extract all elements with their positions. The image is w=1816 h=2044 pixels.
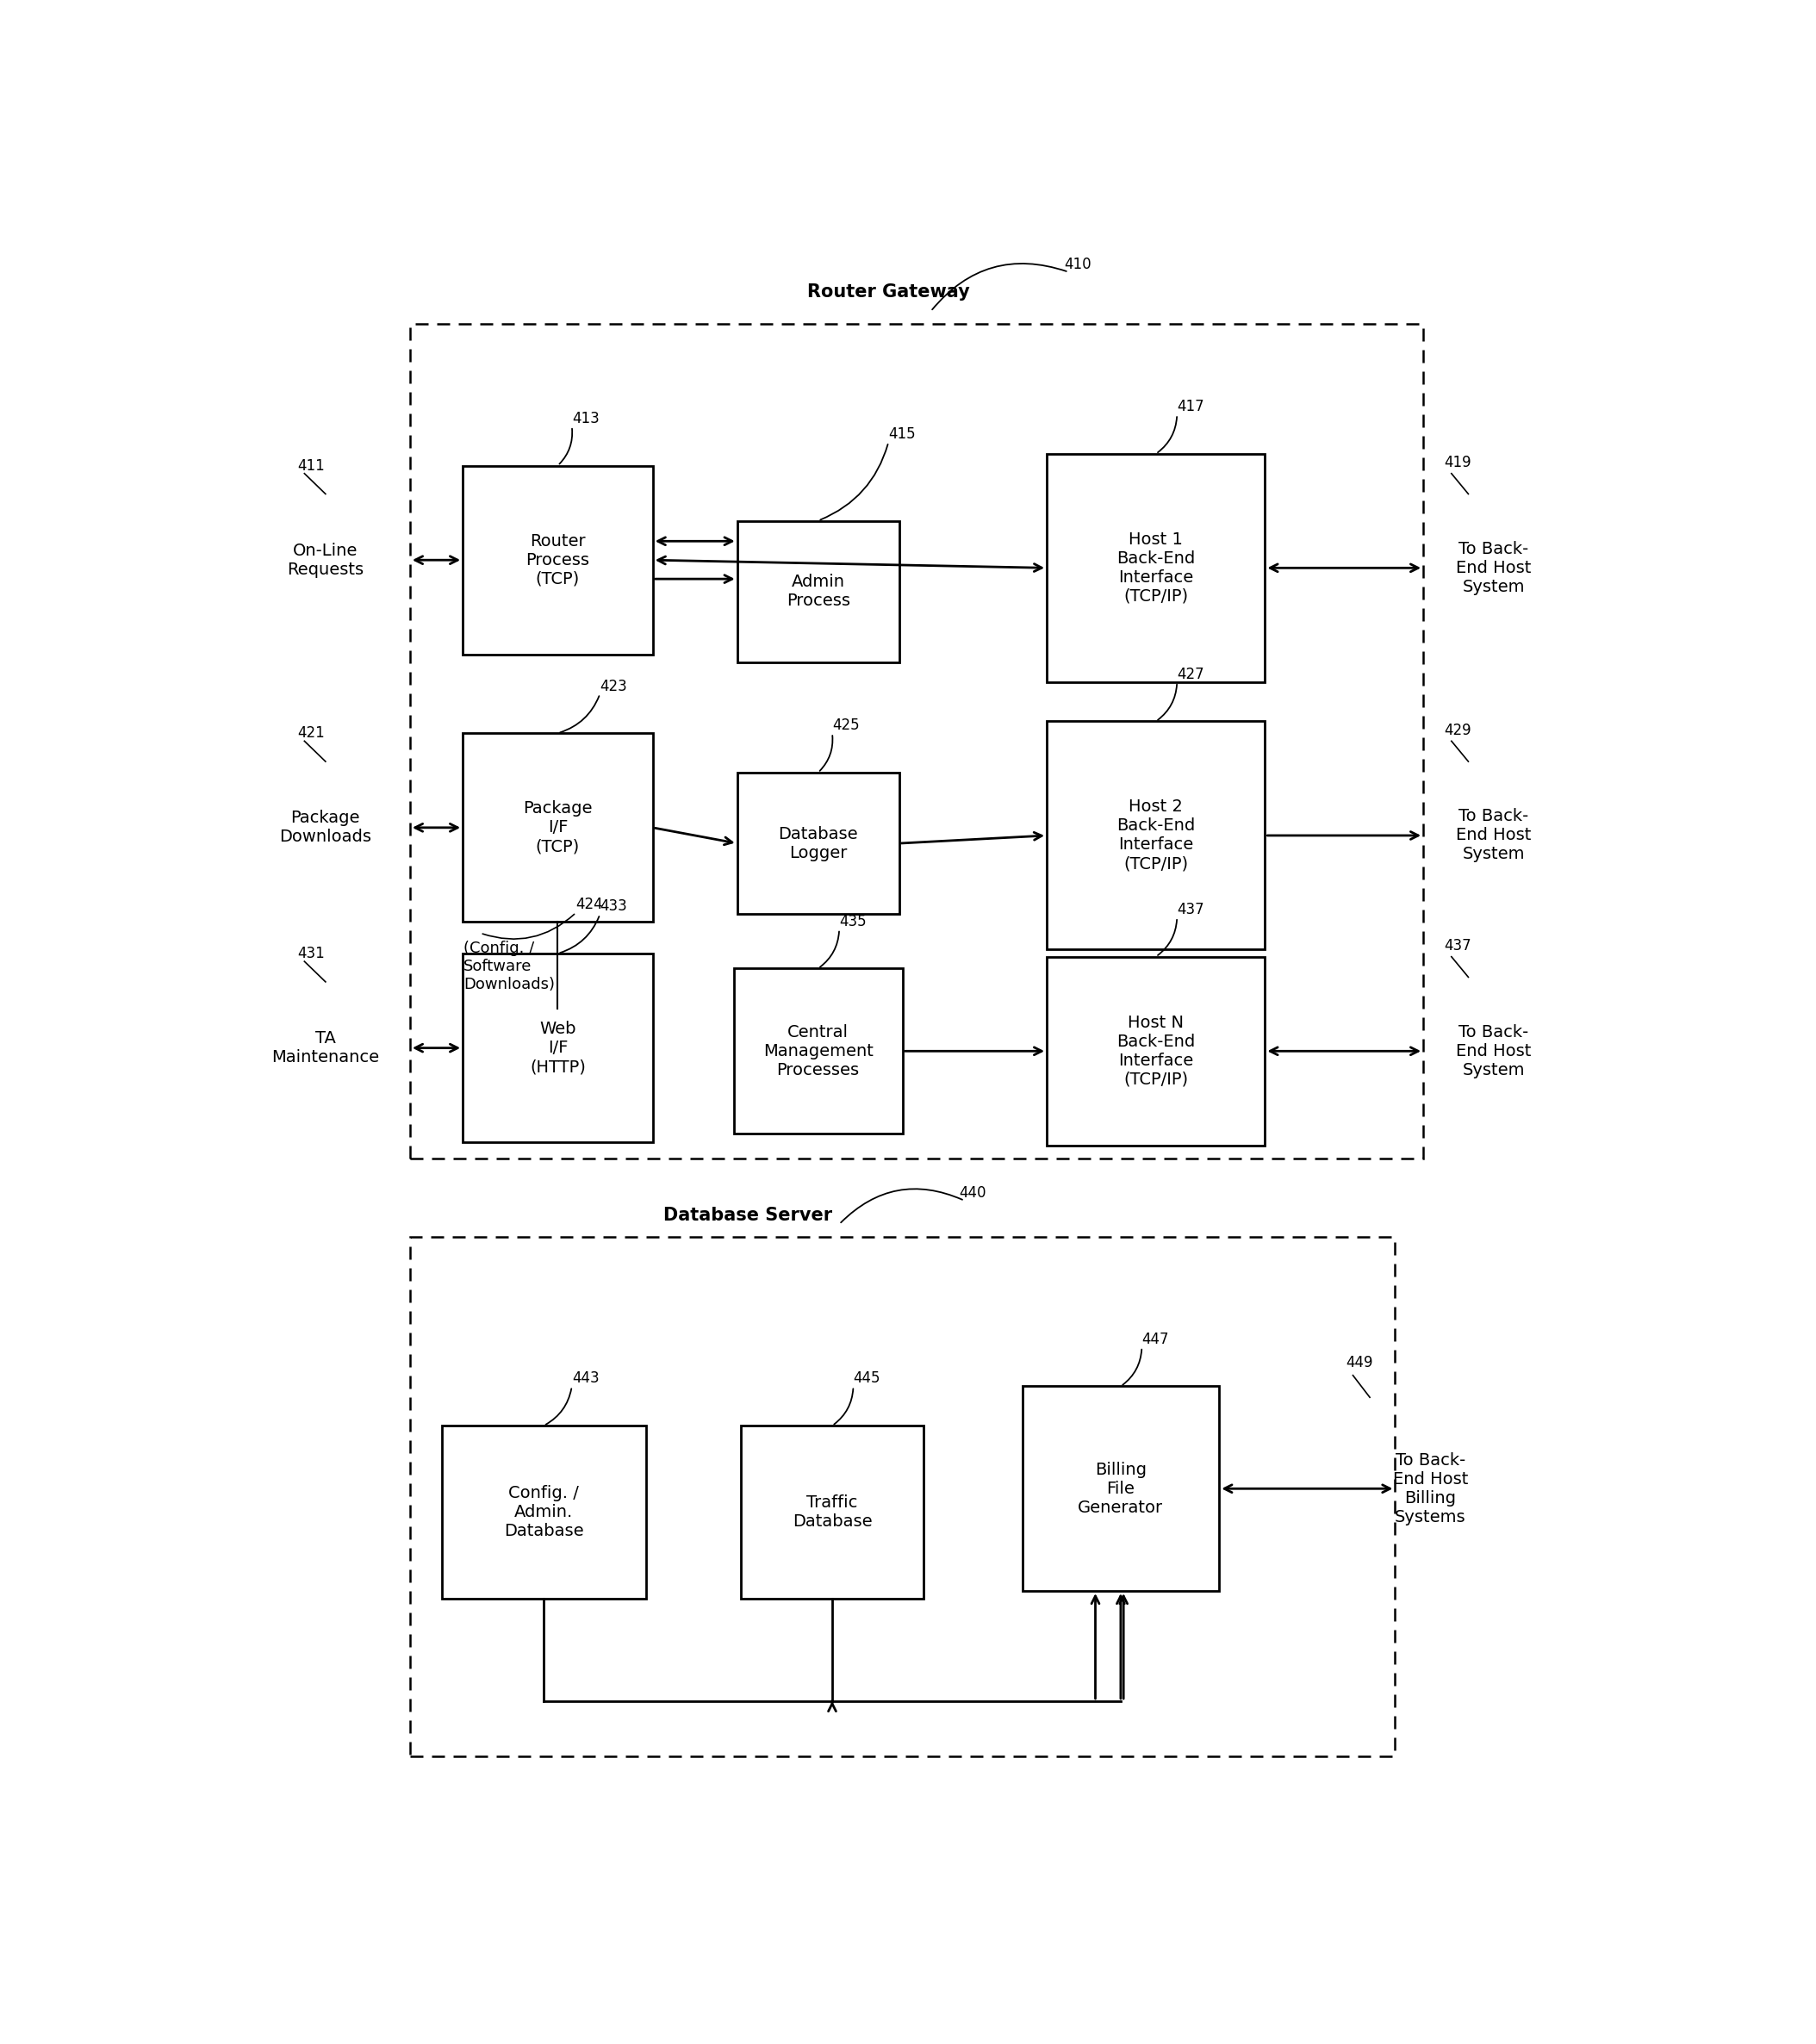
Text: 427: 427 <box>1177 666 1204 683</box>
Bar <box>737 773 899 914</box>
Bar <box>1046 454 1266 683</box>
Text: 447: 447 <box>1142 1331 1170 1347</box>
Text: To Back-
End Host
Billing
Systems: To Back- End Host Billing Systems <box>1393 1451 1467 1525</box>
Bar <box>1046 957 1266 1145</box>
Text: 433: 433 <box>599 899 627 914</box>
Text: Billing
File
Generator: Billing File Generator <box>1079 1461 1164 1517</box>
Text: TA
Maintenance: TA Maintenance <box>272 1030 380 1065</box>
Text: 411: 411 <box>298 458 325 474</box>
Bar <box>410 323 1424 1159</box>
Bar <box>741 1427 924 1598</box>
Text: 421: 421 <box>298 726 325 742</box>
Bar <box>410 1237 1395 1756</box>
Text: 443: 443 <box>572 1372 599 1386</box>
Text: On-Line
Requests: On-Line Requests <box>287 542 363 578</box>
Text: Traffic
Database: Traffic Database <box>792 1494 872 1529</box>
Text: 445: 445 <box>854 1372 881 1386</box>
Text: 413: 413 <box>572 411 599 427</box>
Text: Config. /
Admin.
Database: Config. / Admin. Database <box>503 1486 583 1539</box>
Text: Package
Downloads: Package Downloads <box>280 809 372 846</box>
Text: 410: 410 <box>1064 258 1091 272</box>
Text: 429: 429 <box>1444 722 1471 738</box>
Text: (Config. /
Software
Downloads): (Config. / Software Downloads) <box>463 940 554 991</box>
Text: To Back-
End Host
System: To Back- End Host System <box>1456 807 1531 863</box>
Bar <box>441 1427 646 1598</box>
Text: To Back-
End Host
System: To Back- End Host System <box>1456 542 1531 595</box>
Text: 449: 449 <box>1346 1355 1373 1372</box>
Text: 423: 423 <box>599 679 627 693</box>
Text: 419: 419 <box>1444 456 1471 470</box>
Bar <box>463 734 652 922</box>
Text: Host 1
Back-End
Interface
(TCP/IP): Host 1 Back-End Interface (TCP/IP) <box>1117 531 1195 605</box>
Text: 415: 415 <box>888 427 915 442</box>
Text: 437: 437 <box>1444 938 1471 953</box>
Bar <box>1046 722 1266 950</box>
Bar <box>737 521 899 662</box>
Bar <box>734 969 903 1134</box>
Text: 440: 440 <box>959 1186 986 1200</box>
Text: Admin
Process: Admin Process <box>786 574 850 609</box>
Bar <box>463 953 652 1143</box>
Text: Central
Management
Processes: Central Management Processes <box>763 1024 873 1079</box>
Text: Host N
Back-End
Interface
(TCP/IP): Host N Back-End Interface (TCP/IP) <box>1117 1014 1195 1087</box>
Text: Router Gateway: Router Gateway <box>806 284 970 300</box>
Text: 425: 425 <box>832 717 859 734</box>
Text: 424: 424 <box>576 897 603 912</box>
Text: Database
Logger: Database Logger <box>779 826 857 861</box>
Text: 417: 417 <box>1177 399 1204 415</box>
Text: Web
I/F
(HTTP): Web I/F (HTTP) <box>530 1020 587 1075</box>
Text: Host 2
Back-End
Interface
(TCP/IP): Host 2 Back-End Interface (TCP/IP) <box>1117 799 1195 873</box>
Bar <box>463 466 652 654</box>
Bar <box>1022 1386 1219 1590</box>
Text: Database Server: Database Server <box>663 1208 832 1224</box>
Text: 437: 437 <box>1177 901 1204 918</box>
Text: 435: 435 <box>839 914 866 930</box>
Text: 431: 431 <box>298 946 325 961</box>
Text: To Back-
End Host
System: To Back- End Host System <box>1456 1024 1531 1079</box>
Text: Router
Process
(TCP): Router Process (TCP) <box>527 533 590 587</box>
Text: Package
I/F
(TCP): Package I/F (TCP) <box>523 801 592 854</box>
